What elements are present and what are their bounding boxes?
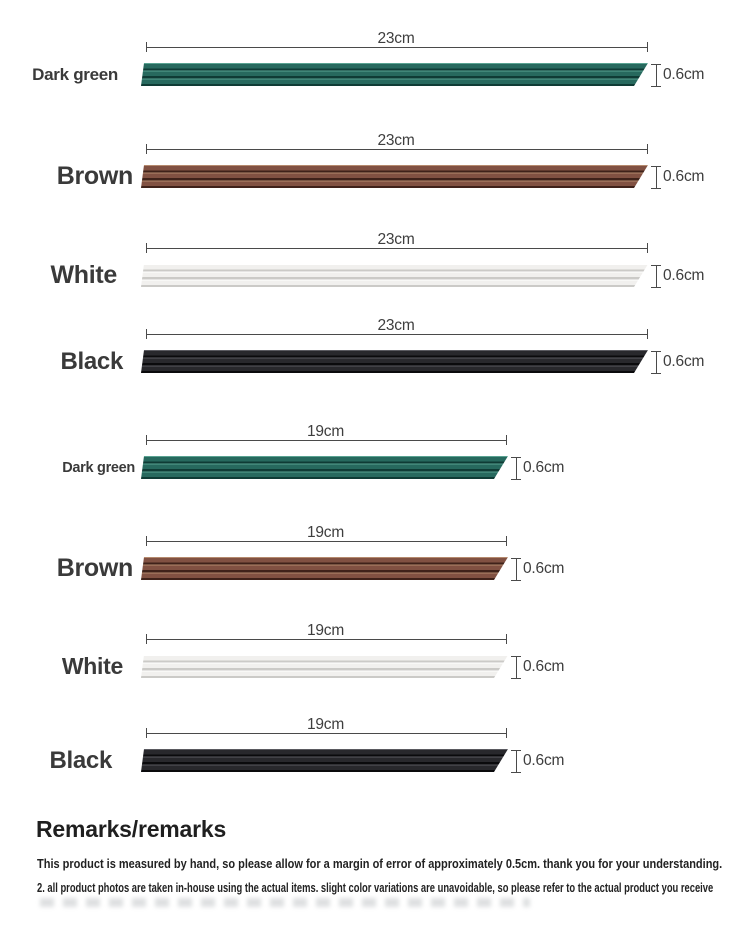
height-dimension-bracket	[651, 64, 661, 87]
product-row-white-19cm: 19cm White 0.6cm	[0, 622, 750, 722]
color-label: Brown	[56, 554, 134, 582]
length-dimension-line	[146, 536, 507, 546]
remarks-line-2: 2. all product photos are taken in-house…	[37, 881, 714, 895]
height-dimension-bracket	[511, 558, 521, 581]
length-dimension-line	[146, 243, 648, 253]
product-row-black-23cm: 23cm Black 0.6cm	[0, 317, 750, 417]
height-dimension-label: 0.6cm	[663, 65, 705, 83]
product-photo-rod	[141, 655, 508, 678]
height-dimension-label: 0.6cm	[523, 458, 565, 476]
product-photo-rod	[141, 264, 648, 287]
height-dimension-bracket	[651, 265, 661, 288]
color-label: White	[61, 653, 123, 679]
product-row-brown-19cm: 19cm Brown 0.6cm	[0, 524, 750, 624]
length-dimension-line	[146, 329, 648, 339]
remarks-heading: Remarks/remarks	[36, 816, 227, 842]
color-label: Brown	[56, 162, 134, 190]
height-dimension-label: 0.6cm	[523, 751, 565, 769]
height-dimension-bracket	[651, 166, 661, 189]
length-dimension-line	[146, 42, 648, 52]
length-dimension-line	[146, 634, 507, 644]
product-photo-rod	[141, 350, 648, 373]
product-photo-rod	[141, 165, 648, 188]
height-dimension-label: 0.6cm	[663, 167, 705, 185]
height-dimension-bracket	[511, 656, 521, 679]
product-photo-rod	[141, 456, 508, 479]
color-label: Dark green	[62, 459, 135, 476]
product-row-brown-23cm: 23cm Brown 0.6cm	[0, 132, 750, 232]
product-photo-rod	[141, 557, 508, 580]
remarks-line-1: This product is measured by hand, so ple…	[37, 857, 723, 871]
color-label: White	[50, 261, 117, 289]
length-dimension-line	[146, 144, 648, 154]
product-row-white-23cm: 23cm White 0.6cm	[0, 231, 750, 331]
color-label: Dark green	[32, 64, 118, 84]
product-row-dark-green-23cm: 23cm Dark green 0.6cm	[0, 30, 750, 130]
color-label: Black	[49, 746, 112, 774]
color-label: Black	[60, 347, 123, 375]
height-dimension-label: 0.6cm	[663, 352, 705, 370]
height-dimension-bracket	[651, 351, 661, 374]
height-dimension-bracket	[511, 457, 521, 480]
product-photo-rod	[141, 749, 508, 772]
height-dimension-label: 0.6cm	[523, 657, 565, 675]
height-dimension-bracket	[511, 750, 521, 773]
translation-ghost-artifact	[40, 898, 530, 907]
height-dimension-label: 0.6cm	[663, 266, 705, 284]
height-dimension-label: 0.6cm	[523, 559, 565, 577]
length-dimension-line	[146, 728, 507, 738]
product-row-black-19cm: 19cm Black 0.6cm	[0, 716, 750, 816]
product-row-dark-green-19cm: 19cm Dark green 0.6cm	[0, 423, 750, 523]
length-dimension-line	[146, 435, 507, 445]
product-photo-rod	[141, 63, 648, 86]
